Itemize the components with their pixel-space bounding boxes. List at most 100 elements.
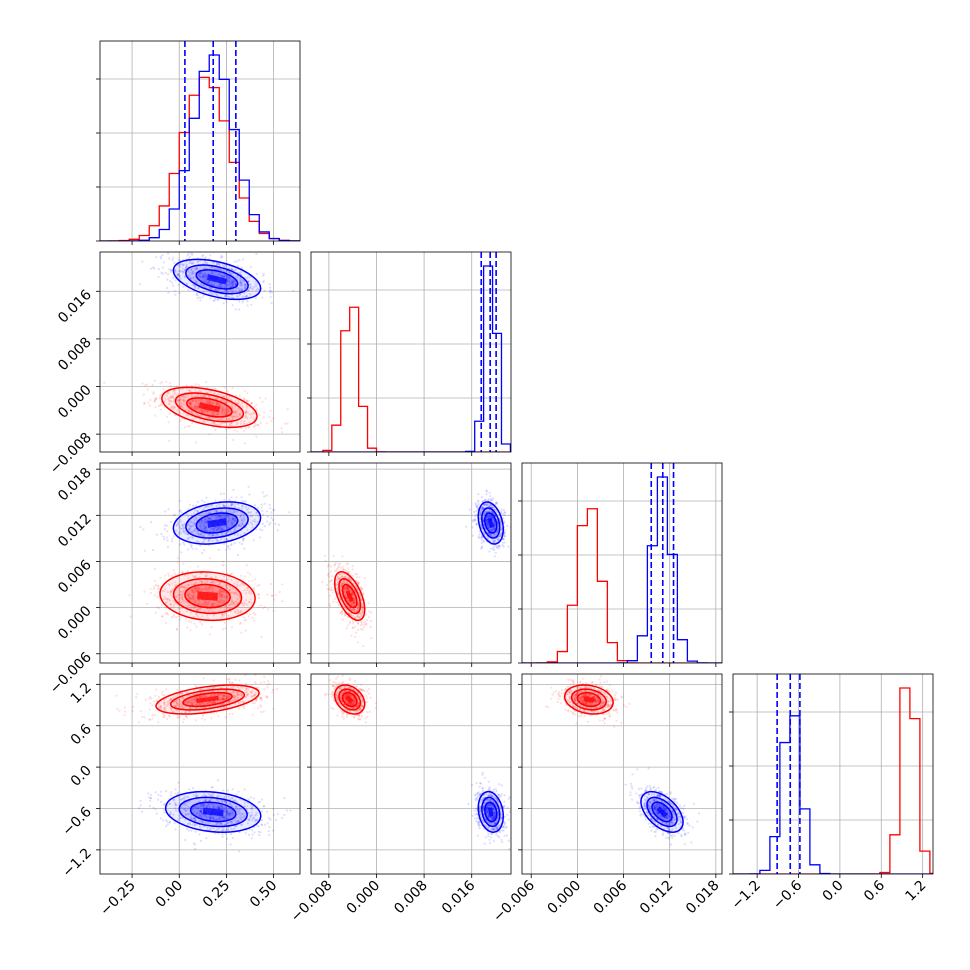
density-peak-blue [206, 274, 227, 285]
marginal-panel-0 [100, 41, 300, 241]
histogram-blue [733, 715, 933, 874]
contour-red [155, 684, 260, 715]
x-tick-label: 0.006 [591, 877, 631, 917]
density-peak-blue [487, 518, 494, 528]
histogram-red [100, 76, 300, 241]
contour-red [161, 386, 258, 429]
contour-red [182, 691, 233, 708]
contour-red [184, 583, 231, 609]
contour-red [570, 688, 607, 711]
contour-blue [651, 801, 673, 823]
density-peak-blue [487, 807, 494, 817]
y-tick-label: 0.0 [68, 763, 95, 790]
histogram-blue [100, 54, 300, 241]
panel-frame-3-2 [521, 673, 723, 875]
density-peak-red [197, 591, 219, 601]
x-tick-label: −0.008 [288, 878, 336, 926]
contour-blue [640, 790, 684, 833]
x-tick-label: 0.012 [637, 878, 677, 918]
contour-red [174, 392, 245, 423]
histogram-red [733, 687, 933, 874]
x-tick-label: −0.6 [770, 877, 805, 912]
contour-red [341, 583, 358, 609]
x-tick-label: 0.00 [153, 878, 186, 911]
contour-blue [481, 796, 501, 828]
pair-panel-1-0 [100, 252, 300, 452]
panel-frame-1-0 [99, 251, 301, 453]
x-tick-label: −0.25 [97, 878, 139, 920]
density-peak-blue [656, 806, 668, 818]
y-tick-label: 0.008 [55, 334, 95, 374]
density-peak-red [345, 590, 354, 602]
y-tick-label: 1.2 [68, 680, 95, 707]
panel-frame-2-1 [310, 462, 512, 664]
y-tick-label: 0.012 [55, 511, 95, 551]
panel-frame-3-0 [99, 673, 301, 875]
x-tick-label: 0.008 [391, 878, 431, 918]
panel-frame-2-2 [521, 462, 723, 664]
marginal-panel-2 [522, 463, 722, 663]
pair-panel-2-0 [100, 463, 300, 663]
contour-red [172, 578, 243, 615]
histogram-blue [311, 265, 511, 452]
density-peak-red [196, 695, 219, 704]
density-peak-red [198, 402, 221, 413]
contour-blue [164, 790, 262, 833]
y-tick-label: 0.006 [55, 557, 95, 597]
x-tick-label: −0.006 [490, 877, 538, 925]
y-tick-label: −1.2 [59, 845, 94, 880]
contour-red [338, 688, 362, 711]
panel-frame-3-3 [732, 673, 934, 875]
contour-blue [477, 790, 505, 833]
contour-blue [172, 258, 262, 301]
contour-blue [178, 796, 248, 828]
contour-blue [195, 512, 239, 534]
marginal-panel-3 [733, 674, 933, 874]
contour-red [159, 571, 256, 622]
contour-red [169, 688, 246, 711]
contour-blue [484, 801, 498, 823]
histogram-blue [522, 476, 722, 663]
y-tick-label: 0.000 [55, 603, 95, 643]
contour-blue [477, 501, 505, 545]
contour-red [341, 691, 358, 708]
y-tick-label: 0.000 [55, 382, 95, 422]
x-tick-label: 0.000 [344, 878, 384, 918]
x-tick-label: −1.2 [729, 878, 764, 913]
panel-frame-2-0 [99, 462, 301, 664]
panel-frame-0-0 [99, 40, 301, 242]
contour-blue [185, 507, 249, 539]
density-peak-red [583, 696, 595, 703]
density-peak-red [345, 695, 354, 704]
contour-red [563, 684, 614, 715]
contour-blue [481, 507, 501, 539]
contour-blue [172, 501, 262, 545]
contour-red [186, 397, 233, 418]
contour-red [333, 571, 366, 622]
x-tick-label: 0.0 [820, 878, 847, 905]
contour-blue [646, 796, 678, 828]
x-tick-label: 0.016 [439, 877, 479, 917]
pair-panel-3-0 [100, 674, 300, 874]
density-peak-blue [207, 518, 227, 528]
pair-panel-2-1 [311, 463, 511, 663]
histogram-red [522, 508, 722, 663]
contour-blue [185, 264, 249, 295]
y-tick-label: −0.6 [59, 804, 94, 839]
panel-frame-1-1 [310, 251, 512, 453]
contour-blue [189, 801, 237, 823]
x-tick-label: 0.50 [247, 878, 280, 911]
contour-red [576, 691, 602, 708]
histogram-red [311, 306, 511, 452]
y-tick-label: 0.6 [68, 721, 95, 748]
panel-frame-3-1 [310, 673, 512, 875]
contour-red [338, 578, 362, 615]
marginal-panel-1 [311, 252, 511, 452]
pair-panel-3-1 [311, 674, 511, 874]
x-tick-label: 0.000 [545, 878, 585, 918]
pair-panel-3-2 [522, 674, 722, 874]
contour-blue [195, 269, 239, 290]
x-tick-label: 0.25 [200, 878, 233, 911]
x-tick-label: 1.2 [902, 878, 929, 905]
